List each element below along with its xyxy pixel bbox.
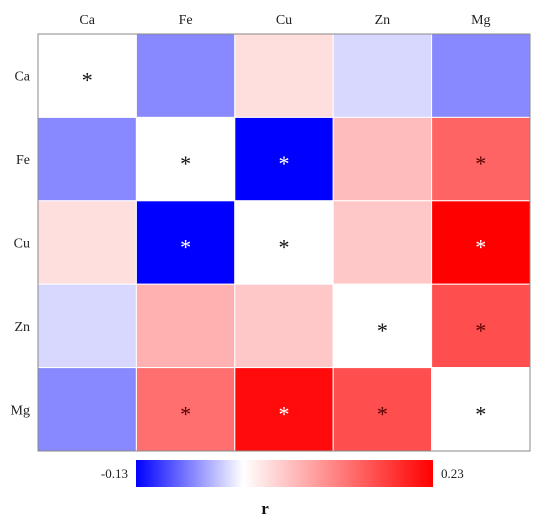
heatmap-cell-fe-cu — [234, 116, 334, 202]
significance-star: * — [279, 235, 290, 260]
row-label-mg: Mg — [11, 403, 30, 418]
significance-star: * — [475, 151, 486, 176]
heatmap-cell-mg-cu — [234, 367, 334, 452]
heatmap-cell-zn-ca — [37, 283, 137, 369]
row-label-fe: Fe — [16, 153, 30, 168]
colorbar-title: r — [261, 499, 269, 518]
heatmap-cell-mg-fe — [135, 367, 236, 452]
heatmap-cell-fe-zn — [332, 116, 433, 202]
heatmap-cell-cu-fe — [135, 200, 236, 285]
significance-star: * — [180, 401, 191, 426]
heatmap-cell-mg-ca — [37, 367, 137, 452]
column-label-zn: Zn — [375, 13, 391, 28]
significance-star: * — [180, 235, 191, 260]
significance-star: * — [475, 235, 486, 260]
significance-star: * — [82, 68, 93, 93]
significance-star: * — [279, 151, 290, 176]
heatmap-cell-ca-fe — [135, 33, 236, 118]
column-label-mg: Mg — [471, 13, 490, 28]
heatmap-cell-zn-cu — [234, 283, 334, 369]
column-label-ca: Ca — [79, 13, 95, 28]
column-labels: Ca Fe Cu Zn Mg — [79, 13, 490, 28]
significance-star: * — [377, 318, 388, 343]
colorbar — [136, 460, 433, 487]
column-label-fe: Fe — [179, 13, 193, 28]
heatmap-cell-zn-fe — [135, 283, 236, 369]
significance-markers: * * * * * * * * * * * * * — [82, 68, 487, 427]
row-label-ca: Ca — [14, 70, 30, 85]
column-label-cu: Cu — [276, 13, 292, 28]
colorbar-max-label: 0.23 — [441, 466, 464, 481]
heatmap-cell-mg-mg — [431, 367, 531, 452]
row-label-zn: Zn — [14, 320, 30, 335]
heatmap-border — [37, 33, 531, 452]
heatmap-cell-ca-zn — [332, 33, 433, 118]
significance-star: * — [475, 318, 486, 343]
heatmap-cell-cu-ca — [37, 200, 137, 285]
significance-star: * — [180, 151, 191, 176]
heatmap-cell-zn-mg — [431, 283, 531, 369]
heatmap-cell-cu-cu — [234, 200, 334, 285]
colorbar-min-label: -0.13 — [101, 466, 128, 481]
heatmap-cell-ca-mg — [431, 33, 531, 118]
heatmap-cell-zn-zn — [332, 283, 433, 369]
significance-star: * — [377, 401, 388, 426]
significance-star: * — [475, 401, 486, 426]
heatmap-cell-cu-mg — [431, 200, 531, 285]
significance-star: * — [279, 401, 290, 426]
heatmap-cells — [37, 33, 531, 452]
heatmap-cell-fe-mg — [431, 116, 531, 202]
heatmap-cell-ca-cu — [234, 33, 334, 118]
heatmap-cell-cu-zn — [332, 200, 433, 285]
row-labels: Ca Fe Cu Zn Mg — [11, 70, 31, 419]
row-label-cu: Cu — [14, 237, 30, 252]
heatmap-cell-fe-ca — [37, 116, 137, 202]
heatmap-cell-ca-ca — [37, 33, 137, 118]
